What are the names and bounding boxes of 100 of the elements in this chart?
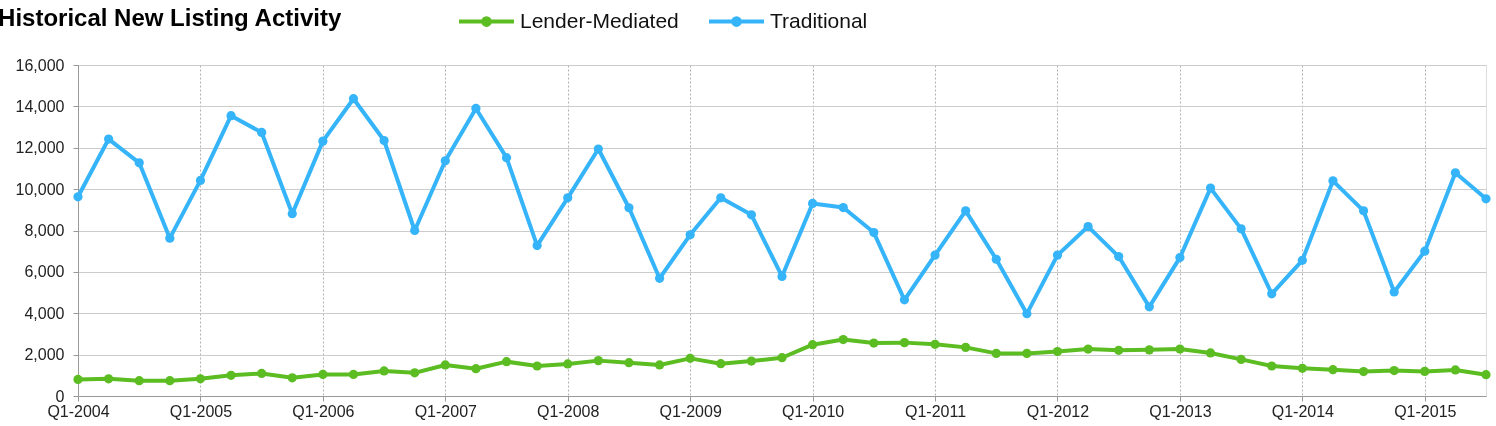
point [532,361,542,371]
point [593,356,603,366]
legend-label: Lender-Mediated [520,8,679,32]
point [348,369,359,380]
point [563,359,573,369]
point [685,230,695,240]
point [471,364,481,374]
point [624,203,634,213]
point [134,158,144,168]
point [899,295,910,305]
y-tick-label: 12,000 [15,139,65,157]
legend-label: Traditional [770,8,868,32]
point [287,209,297,219]
point [1144,302,1154,312]
point [1389,287,1399,297]
point [1114,251,1124,262]
point [1450,168,1460,178]
x-tick-label: Q1-2008 [537,402,600,420]
point [838,202,848,213]
point [1114,345,1124,355]
x-tick-label: Q1-2015 [1394,402,1457,420]
x-tick-label: Q1-2010 [781,402,845,420]
point [410,368,420,378]
point [716,193,726,203]
y-tick-label: 2,000 [24,346,65,364]
point [379,135,389,146]
point [1083,344,1093,354]
point [257,127,267,138]
point [899,338,910,348]
y-tick-label: 14,000 [15,97,65,115]
point [165,376,175,386]
x-tick-label: Q1-2013 [1149,402,1212,420]
point [1358,206,1369,216]
point [471,103,481,114]
point [1052,250,1063,260]
point [1297,255,1307,265]
point [73,374,83,385]
point [165,233,175,243]
point [501,153,512,163]
point [226,370,236,380]
point [961,206,971,216]
point [869,338,879,348]
y-tick-label: 0 [55,387,65,405]
point [348,94,359,104]
point [73,192,83,202]
point [930,250,940,260]
point [961,342,971,352]
point [1450,365,1460,375]
point [1205,348,1216,358]
point [808,340,818,350]
point [991,254,1001,264]
x-tick-label: Q1-2004 [47,402,110,420]
point [1052,346,1063,357]
point [195,374,206,384]
point [1328,365,1338,375]
point [257,368,267,379]
x-tick-label: Q1-2005 [169,402,233,420]
point [440,156,450,166]
point [532,241,542,251]
point [654,360,665,370]
point [1358,366,1369,377]
point [808,198,818,208]
point [1389,365,1399,376]
point [1083,221,1093,232]
point [1022,309,1032,319]
point [1267,361,1277,371]
point [593,144,603,154]
point [104,374,114,384]
x-tick-label: Q1-2009 [659,402,722,420]
point [777,353,787,363]
point [716,359,726,369]
point [746,210,756,220]
y-tick-label: 16,000 [15,56,65,74]
y-tick-label: 10,000 [15,180,65,198]
y-tick-label: 8,000 [24,222,65,239]
x-tick-label: Q1-2011 [905,402,967,420]
x-tick-label: Q1-2014 [1271,402,1335,420]
point [1205,183,1216,193]
point [501,357,512,367]
point [1175,253,1185,263]
point [1328,176,1338,186]
point [104,134,114,144]
point [440,360,450,370]
x-tick-label: Q1-2006 [292,402,355,420]
point [685,353,695,363]
point [318,136,328,146]
point [1297,363,1307,373]
point [226,111,236,121]
point [1420,246,1430,256]
point [379,366,389,376]
point [991,348,1001,358]
point [838,334,848,345]
point [1144,345,1154,355]
point [1267,289,1277,299]
point [1420,366,1430,376]
point [1022,348,1032,358]
y-tick-label: 6,000 [24,263,65,281]
point [624,358,634,368]
point [1236,354,1246,364]
x-tick-label: Q1-2007 [414,402,478,420]
